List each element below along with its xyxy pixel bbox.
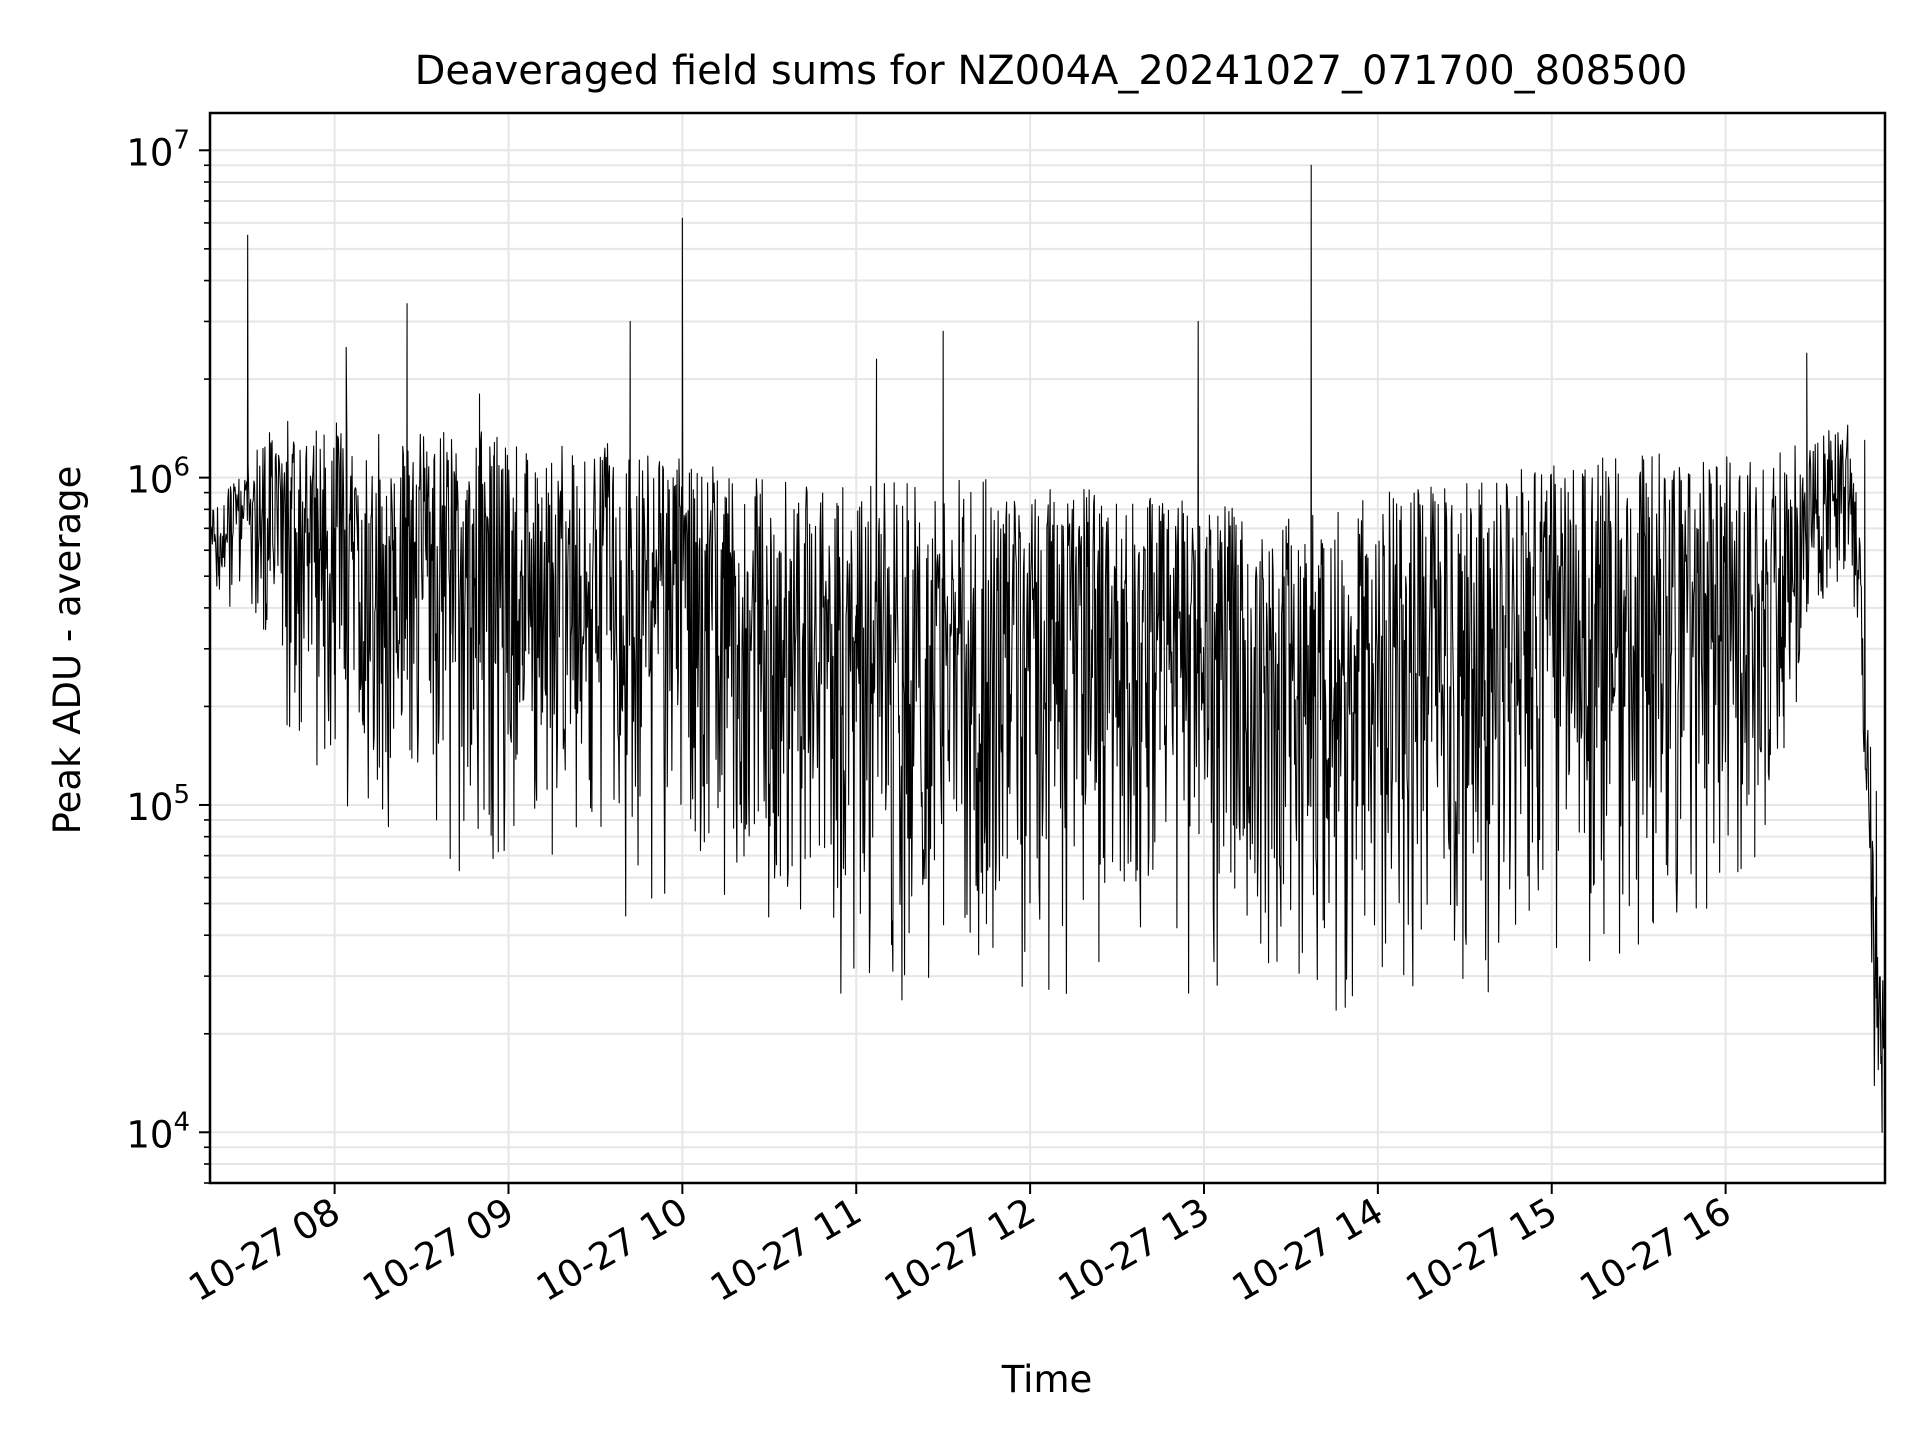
- y-tick-label: 106: [126, 453, 190, 502]
- x-axis-label: Time: [1001, 1358, 1093, 1401]
- chart-title: Deaveraged field sums for NZ004A_2024102…: [415, 48, 1688, 94]
- series-layer: [209, 164, 1886, 1133]
- y-tick-label: 104: [126, 1107, 190, 1156]
- y-tick-label: 105: [126, 780, 190, 829]
- y-ticks: 104 105 106 107: [126, 125, 210, 1184]
- y-tick-label: 107: [126, 125, 190, 174]
- y-axis-label: Peak ADU - average: [46, 466, 89, 835]
- series-line: [209, 164, 1886, 1133]
